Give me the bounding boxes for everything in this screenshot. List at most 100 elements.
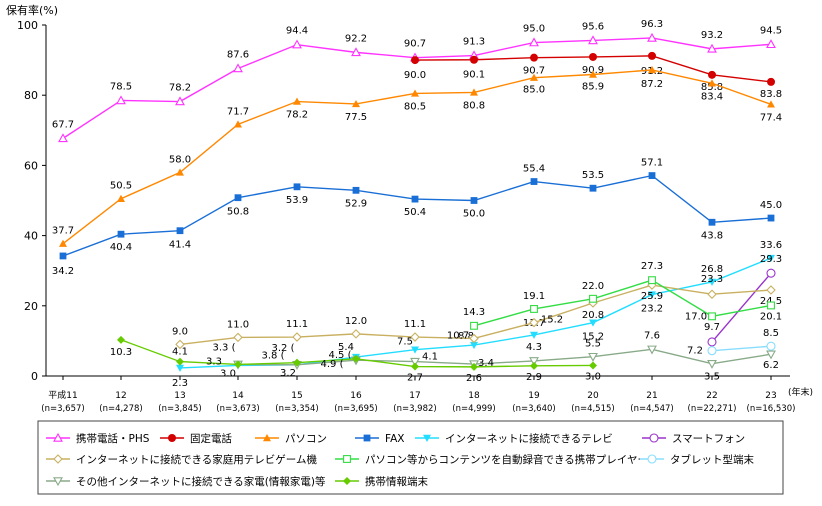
data-label: 95.0 (523, 24, 545, 35)
x-tick-label-n: (n=3,982) (393, 404, 436, 414)
data-point (707, 43, 717, 53)
legend-item-2: パソコン (255, 433, 327, 445)
data-point (292, 332, 302, 342)
data-point (707, 289, 717, 299)
data-point (470, 197, 478, 204)
data-label: 11.1 (286, 319, 308, 330)
data-point (766, 285, 776, 295)
x-tick-label-n: (n=4,547) (630, 404, 673, 414)
x-tick-label-n: (n=3,845) (158, 404, 201, 414)
legend-item-4: インターネットに接続できるテレビ (415, 432, 613, 445)
data-point (767, 214, 775, 222)
x-tick-labels: 平成11 (n=3,657) 12 (n=4,278) 13 (n=3,845) 14 (n=… (41, 376, 795, 414)
data-label: 85.9 (582, 81, 604, 92)
data-label: 4.1 (422, 352, 438, 363)
data-label: 37.7 (52, 226, 74, 237)
x-tick-label-year: 13 (174, 391, 185, 401)
legend-label: その他インターネットに接続できる家電(情報家電)等 (76, 475, 326, 488)
series-line (711, 272, 772, 343)
data-label: 34.2 (52, 266, 74, 277)
data-label: 3.4 (478, 358, 494, 369)
data-label: 43.8 (701, 230, 723, 241)
data-point (470, 341, 478, 350)
data-label: 29.3 (760, 254, 782, 265)
data-label: 9.0 (172, 326, 188, 337)
data-label: 7.6 (644, 330, 660, 341)
legend-marker (53, 477, 63, 487)
data-label: 3.3 (206, 356, 222, 367)
data-label: 50.4 (404, 207, 426, 218)
x-tick-label-n: (n=4,999) (452, 404, 495, 414)
data-label: 71.7 (227, 106, 249, 117)
data-label: 94.4 (286, 26, 308, 37)
data-label: 23.2 (641, 304, 663, 315)
data-point (589, 361, 597, 370)
series-7: 14.3 19.1 22.0 27.3 17.0 20.1 (463, 261, 782, 330)
data-point (766, 341, 776, 351)
data-label: 22.0 (582, 281, 604, 292)
data-point (293, 183, 301, 191)
data-label: 10.3 (110, 347, 132, 358)
data-point (589, 319, 597, 327)
data-point (530, 178, 538, 185)
data-label: 7.2 (687, 346, 703, 357)
data-label: 17.0 (685, 311, 707, 322)
x-tick-label-year: 19 (528, 391, 540, 401)
series-3: 34.2 40.4 41.4 50.8 53.9 52.9 50.4 50.0 55.4 53.5… (52, 158, 782, 277)
data-label: 14.3 (463, 307, 485, 318)
data-label: 90.7 (523, 66, 545, 77)
x-tick-label-year: 23 (765, 391, 776, 401)
data-point (648, 291, 656, 299)
legend-label: 固定電話 (190, 432, 232, 445)
data-label: 90.0 (404, 70, 426, 81)
data-point (648, 172, 656, 179)
data-point (766, 268, 776, 278)
x-tick-label-n: (n=4,278) (99, 404, 142, 414)
x-tick-label-year: 18 (468, 391, 480, 401)
y-tick-label: 0 (31, 370, 38, 383)
data-point (351, 329, 361, 339)
data-label: 11.0 (227, 319, 249, 330)
series-line (473, 279, 772, 327)
x-tick-label-n: (n=16,530) (747, 404, 796, 414)
data-label: 90.9 (582, 65, 604, 76)
data-label: 90.1 (463, 70, 485, 81)
data-label: 40.4 (110, 242, 132, 253)
data-label: 90.7 (404, 39, 426, 50)
data-point (589, 52, 597, 61)
legend-marker (263, 434, 271, 442)
data-point (410, 332, 420, 342)
data-point (767, 301, 775, 310)
x-axis-unit: (年末) (788, 386, 813, 398)
data-label: 20.8 (582, 310, 604, 321)
data-point (767, 100, 775, 108)
data-point (589, 70, 597, 78)
data-point (117, 335, 125, 344)
data-label: 87.6 (227, 50, 249, 61)
data-label: 10.7 (447, 330, 469, 341)
data-point (529, 37, 539, 47)
data-label: 8.8 (458, 331, 474, 342)
data-label: 7.5 (397, 337, 413, 348)
x-tick-label-n: (n=3,640) (512, 404, 555, 414)
legend-item-5: スマートフォン (642, 433, 745, 445)
data-point (530, 53, 538, 62)
legend-label: パソコン等からコンテンツを自動録音できる携帯プレイヤー (365, 453, 648, 466)
legend-item-3: FAX (355, 433, 404, 445)
legend: 携帯電話・PHS 固定電話 パソコン FAX インターネットに接続できるテレビ スマートフ… (37, 420, 784, 495)
data-point (175, 339, 185, 350)
data-label: 87.2 (641, 79, 663, 90)
data-point (411, 56, 419, 65)
data-point (293, 358, 301, 367)
data-label: 19.1 (523, 291, 545, 302)
data-point (708, 278, 716, 286)
data-point (411, 89, 419, 97)
series-line (237, 348, 772, 366)
x-tick-label-year: 20 (587, 391, 599, 401)
data-label: 2.3 (172, 378, 188, 389)
data-point (767, 77, 775, 86)
data-label: 3.2 ( (272, 343, 295, 354)
data-label: 20.1 (760, 311, 782, 322)
x-tick-label-n: (n=22,271) (688, 404, 737, 414)
data-point (292, 39, 302, 49)
